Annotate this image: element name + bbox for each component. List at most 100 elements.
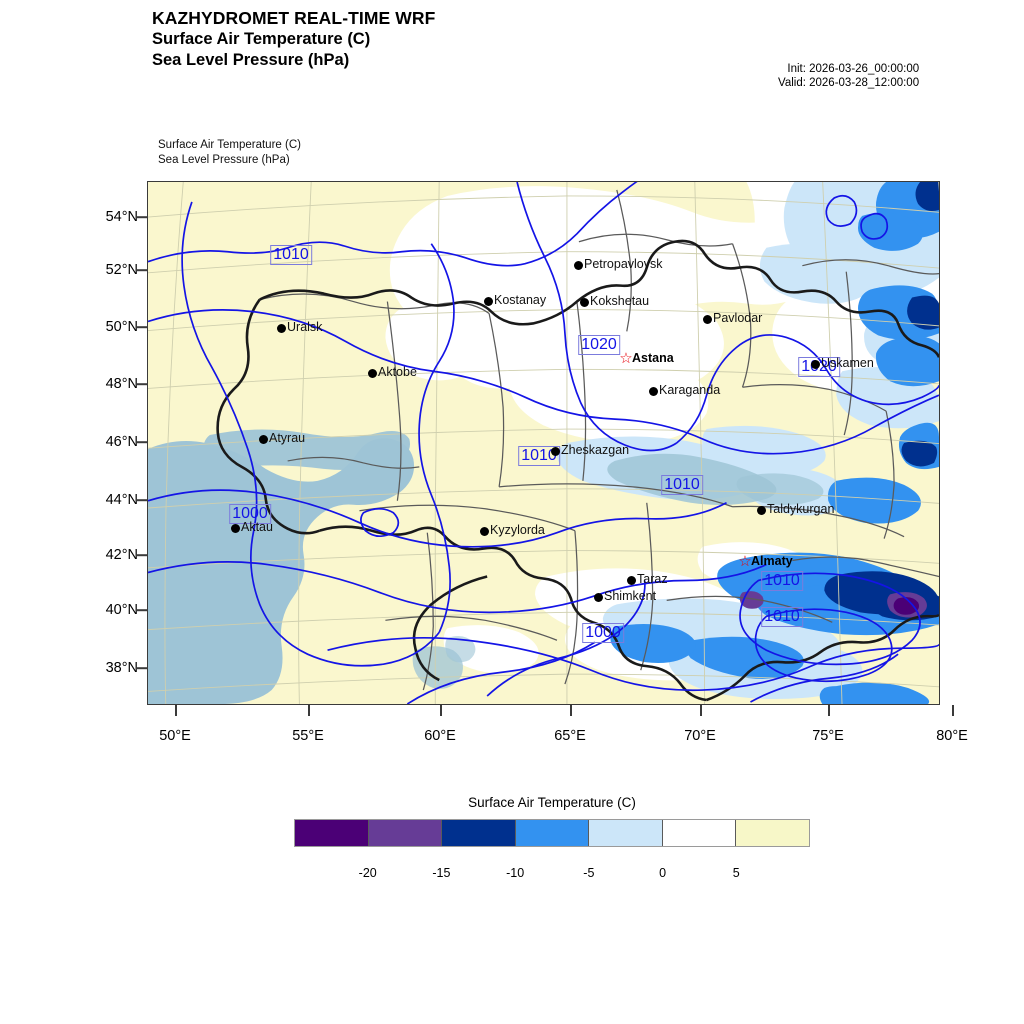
lat-tick-label-54: 54°N (105, 209, 138, 225)
city-dot-icon (626, 575, 636, 585)
colorbar-band-6 (736, 820, 810, 846)
header-block: KAZHYDROMET REAL-TIME WRF Surface Air Te… (152, 8, 792, 71)
isobar-label: 1010 (661, 475, 703, 495)
lon-tick-mark-65 (570, 705, 572, 716)
panel-caption-line-2: Sea Level Pressure (hPa) (158, 154, 290, 166)
lat-tick-label-40: 40°N (105, 602, 138, 618)
city-dot-icon (276, 323, 286, 333)
city-dot-icon (579, 297, 589, 307)
city-label: Kyzylorda (490, 522, 545, 537)
lat-tick-mark-52 (136, 269, 147, 271)
lon-tick-mark-70 (700, 705, 702, 716)
colorbar-tick-5: 5 (732, 866, 740, 880)
colorbar-tick--20: -20 (358, 866, 377, 880)
isobar-label: 1010 (761, 607, 803, 627)
lat-tick-mark-54 (136, 216, 147, 218)
city-dot-icon (593, 592, 603, 602)
lat-tick-label-42: 42°N (105, 547, 138, 563)
lon-tick-label-80: 80°E (936, 728, 968, 744)
city-dot-icon (230, 523, 240, 533)
lat-tick-label-38: 38°N (105, 660, 138, 676)
city-label: Karaganda (659, 382, 721, 397)
city-dot-icon (479, 526, 489, 536)
colorbar-band-2 (442, 820, 516, 846)
city-label: Zheskazgan (561, 442, 630, 457)
lat-tick-label-50: 50°N (105, 319, 138, 335)
lat-tick-mark-42 (136, 554, 147, 556)
lon-tick-mark-75 (828, 705, 830, 716)
city-label: Uskamen (821, 355, 874, 370)
lat-tick-mark-50 (136, 326, 147, 328)
lon-tick-label-70: 70°E (684, 728, 716, 744)
city-label: Aktau (241, 519, 273, 534)
lon-tick-label-55: 55°E (292, 728, 324, 744)
city-dot-icon (648, 386, 658, 396)
city-label: Shimkent (604, 588, 657, 603)
lon-tick-mark-55 (308, 705, 310, 716)
lon-tick-mark-80 (952, 705, 954, 716)
lon-tick-label-50: 50°E (159, 728, 191, 744)
lat-tick-mark-40 (136, 609, 147, 611)
lat-tick-mark-38 (136, 667, 147, 669)
subtitle-temperature: Surface Air Temperature (C) (152, 30, 371, 48)
colorbar-band-0 (295, 820, 369, 846)
colorbar-tick--15: -15 (432, 866, 451, 880)
city-dot-icon (367, 368, 377, 378)
isobar-label: 1010 (270, 245, 312, 265)
city-label: Taraz (637, 571, 668, 586)
map-canvas (148, 182, 939, 704)
lon-tick-label-60: 60°E (424, 728, 456, 744)
city-dot-icon (258, 434, 268, 444)
city-label: Kostanay (494, 292, 547, 307)
subtitle-pressure: Sea Level Pressure (hPa) (152, 51, 350, 69)
city-dot-icon (573, 260, 583, 270)
city-label: Uralsk (287, 319, 323, 334)
city-dot-icon (810, 359, 820, 369)
lat-tick-mark-44 (136, 499, 147, 501)
colorbar-tick--5: -5 (583, 866, 595, 880)
valid-time: Valid: 2026-03-28_12:00:00 (778, 76, 920, 89)
lon-tick-label-75: 75°E (812, 728, 844, 744)
city-label: Pavlodar (713, 310, 763, 325)
capital-star-icon: ☆ (738, 552, 752, 570)
city-label: Aktobe (378, 364, 417, 379)
lat-tick-mark-46 (136, 441, 147, 443)
colorbar-band-5 (662, 820, 737, 846)
colorbar-band-4 (589, 820, 663, 846)
lat-tick-label-44: 44°N (105, 492, 138, 508)
city-label: Taldykurgan (767, 501, 835, 516)
colorbar-tick-0: 0 (659, 866, 667, 880)
city-dot-icon (702, 314, 712, 324)
city-label: Astana (632, 350, 674, 365)
capital-star-icon: ☆ (619, 349, 633, 367)
init-time: Init: 2026-03-26_00:00:00 (787, 63, 920, 75)
lat-tick-label-52: 52°N (105, 262, 138, 278)
map-panel[interactable]: 101010201020101010101000101010001010 Pet… (147, 181, 940, 705)
isobar-label: 1020 (578, 335, 620, 355)
panel-caption-line-1: Surface Air Temperature (C) (158, 139, 301, 151)
city-label: Petropavlovsk (584, 256, 663, 271)
colorbar-title: Surface Air Temperature (C) (468, 795, 636, 810)
city-dot-icon (756, 505, 766, 515)
colorbar-band-3 (515, 820, 590, 846)
colorbar-tick--10: -10 (506, 866, 525, 880)
isobar-label: 1010 (518, 446, 560, 466)
city-label: Kokshetau (590, 293, 650, 308)
lat-tick-label-46: 46°N (105, 434, 138, 450)
lat-tick-mark-48 (136, 383, 147, 385)
page-title: KAZHYDROMET REAL-TIME WRF (152, 8, 436, 28)
model-run-times: Init: 2026-03-26_00:00:00 Valid: 2026-03… (778, 63, 919, 90)
isobar-label: 1010 (761, 571, 803, 591)
city-dot-icon (483, 296, 493, 306)
lon-tick-mark-50 (175, 705, 177, 716)
city-dot-icon (550, 446, 560, 456)
lon-tick-label-65: 65°E (554, 728, 586, 744)
panel-caption: Surface Air Temperature (C) Sea Level Pr… (158, 138, 301, 168)
isobar-label: 1000 (229, 504, 271, 524)
colorbar-band-1 (368, 820, 443, 846)
city-label: Atyrau (269, 430, 306, 445)
lat-tick-label-48: 48°N (105, 376, 138, 392)
colorbar[interactable] (294, 819, 810, 847)
isobar-label: 1000 (582, 623, 624, 643)
city-label: Almaty (751, 553, 793, 568)
